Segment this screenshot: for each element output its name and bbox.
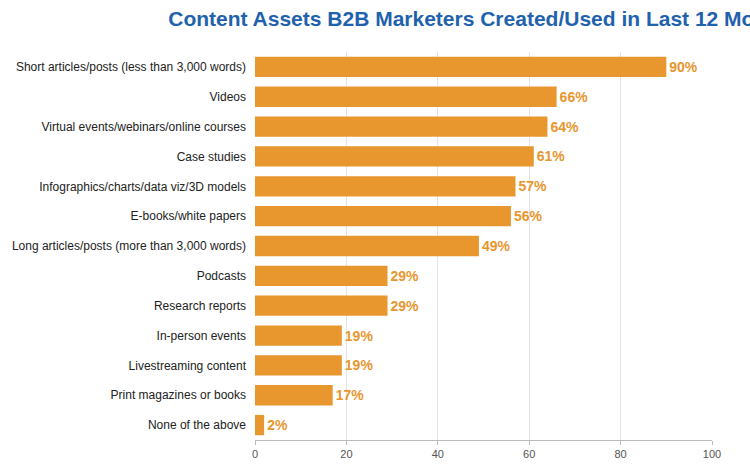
svg-text:60: 60 bbox=[523, 448, 535, 460]
svg-text:Podcasts: Podcasts bbox=[197, 269, 246, 283]
svg-text:Short articles/posts (less tha: Short articles/posts (less than 3,000 wo… bbox=[16, 60, 246, 74]
svg-text:49%: 49% bbox=[482, 238, 511, 254]
svg-text:66%: 66% bbox=[560, 89, 589, 105]
svg-text:Print magazines or books: Print magazines or books bbox=[111, 388, 246, 402]
svg-text:2%: 2% bbox=[267, 417, 288, 433]
svg-text:Content Assets B2B Marketers C: Content Assets B2B Marketers Created/Use… bbox=[168, 7, 750, 30]
svg-text:19%: 19% bbox=[345, 328, 374, 344]
svg-text:None of the above: None of the above bbox=[148, 418, 246, 432]
svg-text:100: 100 bbox=[703, 448, 721, 460]
svg-text:56%: 56% bbox=[514, 208, 543, 224]
svg-text:Long articles/posts (more than: Long articles/posts (more than 3,000 wor… bbox=[12, 239, 246, 253]
svg-text:20: 20 bbox=[340, 448, 352, 460]
svg-text:Research reports: Research reports bbox=[154, 299, 246, 313]
svg-text:90%: 90% bbox=[669, 59, 698, 75]
svg-text:Virtual events/webinars/online: Virtual events/webinars/online courses bbox=[41, 120, 246, 134]
svg-text:57%: 57% bbox=[518, 178, 547, 194]
svg-text:17%: 17% bbox=[336, 387, 365, 403]
svg-text:Case studies: Case studies bbox=[177, 150, 246, 164]
svg-text:0: 0 bbox=[252, 448, 258, 460]
svg-text:Videos: Videos bbox=[210, 90, 246, 104]
svg-text:40: 40 bbox=[432, 448, 444, 460]
svg-text:61%: 61% bbox=[537, 148, 566, 164]
svg-text:29%: 29% bbox=[391, 268, 420, 284]
svg-text:29%: 29% bbox=[391, 298, 420, 314]
svg-text:E-books/white papers: E-books/white papers bbox=[131, 209, 246, 223]
svg-text:80: 80 bbox=[614, 448, 626, 460]
svg-text:Infographics/charts/data viz/3: Infographics/charts/data viz/3D models bbox=[39, 180, 246, 194]
svg-text:Livestreaming content: Livestreaming content bbox=[129, 359, 247, 373]
svg-text:19%: 19% bbox=[345, 357, 374, 373]
svg-text:64%: 64% bbox=[550, 119, 579, 135]
svg-text:In-person events: In-person events bbox=[157, 329, 246, 343]
